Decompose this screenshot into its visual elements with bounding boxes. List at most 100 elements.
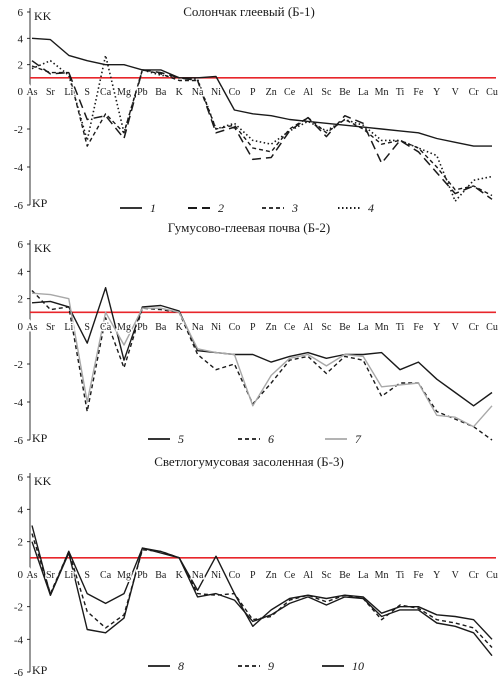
x-category-label: Sr bbox=[46, 322, 56, 333]
x-category-label: Li bbox=[64, 570, 73, 581]
x-category-label: Fe bbox=[413, 570, 424, 581]
legend-label-7: 7 bbox=[355, 432, 362, 446]
x-category-label: Pb bbox=[137, 322, 148, 333]
x-category-label: Ti bbox=[396, 87, 405, 98]
x-category-label: P bbox=[250, 87, 256, 98]
series-line-8 bbox=[31, 525, 493, 640]
x-category-label: Pb bbox=[137, 87, 148, 98]
x-category-label: Na bbox=[192, 87, 204, 98]
x-category-label: Mg bbox=[117, 570, 131, 581]
series-line-5 bbox=[31, 287, 493, 407]
y-label-bottom: KP bbox=[32, 196, 48, 210]
x-category-label: Be bbox=[339, 87, 351, 98]
y-tick-label: -6 bbox=[14, 200, 24, 212]
x-category-label: Al bbox=[303, 570, 313, 581]
y-tick-label: -4 bbox=[14, 162, 24, 174]
y-label-bottom: KP bbox=[32, 663, 48, 677]
y-tick-label: -2 bbox=[14, 602, 23, 614]
y-tick-label: 6 bbox=[18, 7, 24, 19]
legend-label-9: 9 bbox=[268, 659, 274, 673]
x-category-label: Mn bbox=[375, 87, 389, 98]
y-tick-label: -2 bbox=[14, 359, 23, 371]
x-category-label: P bbox=[250, 322, 256, 333]
y-label-top: KK bbox=[34, 9, 52, 23]
x-category-label: Ce bbox=[284, 87, 296, 98]
y-label-top: KK bbox=[34, 241, 52, 255]
x-category-label: Sc bbox=[321, 87, 332, 98]
legend-label-5: 5 bbox=[178, 432, 184, 446]
x-category-label: Ba bbox=[155, 87, 167, 98]
x-category-label: Ti bbox=[396, 570, 405, 581]
x-category-label: Ba bbox=[155, 322, 167, 333]
chart-title: Светлогумусовая засоленная (Б-3) bbox=[154, 454, 344, 469]
x-category-label: As bbox=[26, 570, 37, 581]
x-category-label: La bbox=[358, 570, 369, 581]
series-line-10 bbox=[31, 541, 493, 657]
x-category-label: P bbox=[250, 570, 256, 581]
x-category-label: Be bbox=[339, 322, 351, 333]
x-category-label: Ca bbox=[100, 570, 112, 581]
x-category-label: K bbox=[176, 322, 184, 333]
x-category-label: Al bbox=[303, 322, 313, 333]
x-category-label: Ca bbox=[100, 322, 112, 333]
x-category-label: Co bbox=[229, 87, 241, 98]
y-tick-label: -6 bbox=[14, 435, 24, 447]
x-category-label: Cu bbox=[486, 322, 498, 333]
x-category-label: Ni bbox=[211, 322, 221, 333]
x-category-label: V bbox=[452, 570, 460, 581]
y-tick-label: 4 bbox=[18, 504, 24, 516]
x-category-label: As bbox=[26, 322, 37, 333]
x-category-label: Y bbox=[433, 570, 440, 581]
y-tick-label: -6 bbox=[14, 667, 24, 679]
y-tick-label: -2 bbox=[14, 124, 23, 136]
y-tick-label: 6 bbox=[18, 239, 24, 251]
series-line-9 bbox=[31, 533, 493, 648]
x-category-label: Co bbox=[229, 570, 241, 581]
x-category-label: K bbox=[176, 87, 184, 98]
x-category-label: Y bbox=[433, 322, 440, 333]
y-tick-label: -4 bbox=[14, 397, 24, 409]
y-tick-label: 6 bbox=[18, 472, 24, 484]
series-line-3 bbox=[31, 65, 493, 197]
x-category-label: S bbox=[84, 322, 90, 333]
x-category-label: Na bbox=[192, 322, 204, 333]
legend-label-2: 2 bbox=[218, 201, 224, 215]
legend-label-10: 10 bbox=[352, 659, 364, 673]
x-category-label: Pb bbox=[137, 570, 148, 581]
x-category-label: Sr bbox=[46, 87, 56, 98]
y-tick-label: 2 bbox=[18, 537, 24, 549]
x-category-label: Sr bbox=[46, 570, 56, 581]
x-category-label: S bbox=[84, 570, 90, 581]
x-category-label: Cu bbox=[486, 570, 498, 581]
x-category-label: Co bbox=[229, 322, 241, 333]
y-tick-label: 0 bbox=[18, 86, 24, 98]
series-line-1 bbox=[31, 37, 492, 147]
x-category-label: Mg bbox=[117, 322, 131, 333]
x-category-label: Li bbox=[64, 87, 73, 98]
x-category-label: Ni bbox=[211, 570, 221, 581]
x-category-label: Cu bbox=[486, 87, 498, 98]
x-category-label: Ca bbox=[100, 87, 112, 98]
x-category-label: V bbox=[452, 322, 460, 333]
x-category-label: Ti bbox=[396, 322, 405, 333]
x-category-label: Mg bbox=[117, 87, 131, 98]
x-category-label: Be bbox=[339, 570, 351, 581]
y-label-bottom: KP bbox=[32, 431, 48, 445]
series-line-2 bbox=[31, 60, 493, 200]
x-category-label: K bbox=[176, 570, 184, 581]
series-line-7 bbox=[31, 292, 493, 428]
x-category-label: Ce bbox=[284, 322, 296, 333]
x-category-label: Cr bbox=[469, 322, 480, 333]
x-category-label: Zn bbox=[266, 570, 277, 581]
x-category-label: Ce bbox=[284, 570, 296, 581]
legend-label-4: 4 bbox=[368, 201, 374, 215]
x-category-label: Cr bbox=[469, 87, 480, 98]
x-category-label: Li bbox=[64, 322, 73, 333]
legend-label-8: 8 bbox=[178, 659, 184, 673]
x-category-label: Sc bbox=[321, 322, 332, 333]
legend-label-1: 1 bbox=[150, 201, 156, 215]
x-category-label: Na bbox=[192, 570, 204, 581]
x-category-label: Fe bbox=[413, 87, 424, 98]
y-label-top: KK bbox=[34, 474, 52, 488]
